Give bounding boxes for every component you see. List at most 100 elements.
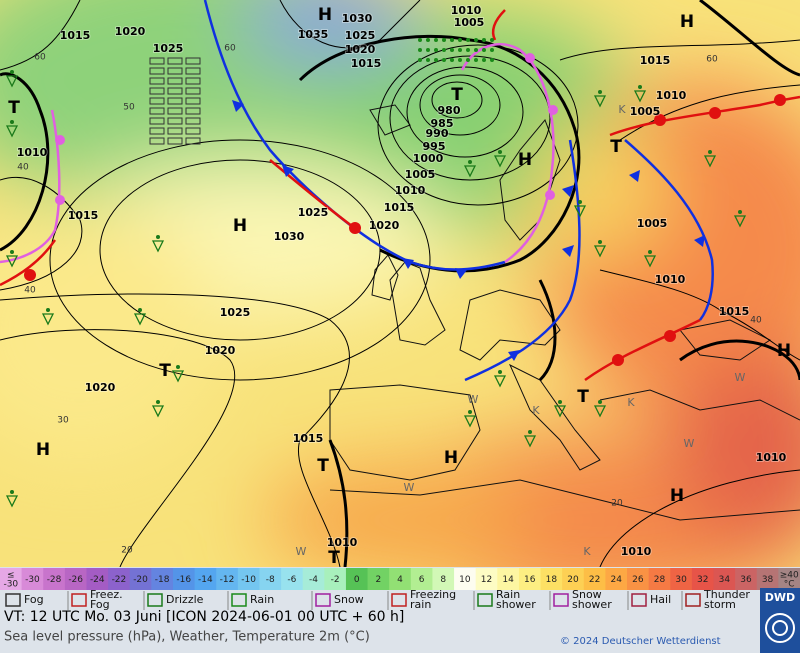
legend-label: Fog (24, 593, 44, 606)
logo-text: DWD (765, 591, 795, 604)
shower-symbol (5, 75, 19, 88)
pressure-center: T (328, 548, 340, 568)
scale-label: 10 (459, 575, 471, 585)
fog-symbol (149, 77, 165, 85)
fog-symbol (149, 57, 165, 65)
pressure-center: T (317, 456, 329, 476)
scale-cell (454, 568, 477, 590)
rain-dot (466, 58, 470, 62)
shower-dot (498, 150, 502, 154)
scale-label: 38 (762, 575, 774, 585)
shower-symbol (593, 95, 607, 108)
temperature-field (0, 0, 800, 567)
fog-symbol (167, 107, 183, 115)
scale-label: 34 (719, 575, 731, 585)
pressure-center: H (444, 448, 458, 468)
shower-dot (10, 490, 14, 494)
fog-symbol (149, 67, 165, 75)
fog-symbol (185, 97, 201, 105)
shower-dot (10, 70, 14, 74)
fog-symbol (167, 57, 183, 65)
legend-label: Snow (334, 593, 364, 606)
isobar-label: 1005 (405, 168, 436, 181)
logo-swirl (765, 613, 795, 643)
region-letter: K (532, 404, 540, 417)
isobar-label: 985 (431, 117, 454, 130)
scale-label: -6 (287, 575, 296, 585)
scale-label: 30 (675, 575, 687, 585)
scale-label: -26 (68, 575, 83, 585)
rain-dot (458, 38, 462, 42)
fog-symbol (149, 137, 165, 145)
rain-dot (474, 48, 478, 52)
shower-symbol (643, 255, 657, 268)
isobars (0, 0, 800, 567)
shower-symbol (523, 435, 537, 448)
scale-label: -12 (220, 575, 235, 585)
fog-symbol (167, 67, 183, 75)
legend-label: Hail (650, 593, 671, 606)
fog-symbol (149, 127, 165, 135)
isobar-label: 1015 (384, 201, 415, 214)
isobar-label: 1025 (345, 29, 376, 42)
isobar-label: 1025 (298, 206, 329, 219)
fog-symbol (149, 117, 165, 125)
valid-time: VT: 12 UTC Mo. 03 Juni [ICON 2024-06-01 … (4, 609, 404, 625)
rain-dot (442, 38, 446, 42)
shower-dot (598, 240, 602, 244)
scale-label: 4 (397, 575, 403, 585)
scale-label: 8 (440, 575, 446, 585)
grid-latitude-label: 40 (750, 316, 762, 326)
shower-symbol (171, 370, 185, 383)
scale-cell (216, 568, 239, 590)
shower-dot (598, 90, 602, 94)
scale-label: 28 (654, 575, 666, 585)
shower-symbol (493, 155, 507, 168)
pressure-center: H (670, 486, 684, 506)
scale-cell (237, 568, 260, 590)
fog-symbol (149, 87, 165, 95)
scale-label: 6 (419, 575, 425, 585)
fog-symbol (167, 87, 183, 95)
region-letter: W (404, 481, 415, 494)
scale-cell (0, 568, 23, 590)
scale-label: -4 (309, 575, 318, 585)
fog-symbol (167, 137, 183, 145)
scale-cell (475, 568, 498, 590)
legend-label: Rain shower (496, 588, 536, 611)
rain-dot (474, 38, 478, 42)
legend-icon (5, 593, 21, 607)
shower-symbol (133, 313, 147, 326)
scale-cell (367, 568, 390, 590)
shower-dot (558, 400, 562, 404)
rain-dot (434, 38, 438, 42)
isobar-label: 1035 (298, 28, 329, 41)
grid-latitude-label: 60 (706, 55, 718, 65)
rain-dot (450, 38, 454, 42)
legend-label: Thunder storm (703, 588, 750, 611)
fog-symbol (185, 87, 201, 95)
grid-latitude-label: 60 (224, 44, 236, 54)
scale-cell (324, 568, 347, 590)
occlusion-symbols (55, 53, 558, 205)
isobar-label: 1010 (17, 146, 48, 159)
scale-cell (345, 568, 369, 590)
rain-dot (434, 48, 438, 52)
scale-cell (194, 568, 217, 590)
isobar-label: 1010 (395, 184, 426, 197)
pressure-center: H (518, 150, 532, 170)
scale-label: -14 (198, 575, 213, 585)
scale-cell (302, 568, 325, 590)
shower-symbol (573, 205, 587, 218)
scale-cell (518, 568, 542, 590)
fog-symbol (185, 117, 201, 125)
legend-icon (315, 593, 331, 607)
rain-dot (490, 38, 494, 42)
pressure-center: T (8, 98, 20, 118)
scale-label: -30 (25, 575, 40, 585)
legend-label: Freezing rain (410, 588, 456, 611)
isobar-label: 980 (438, 104, 461, 117)
rain-dot (426, 48, 430, 52)
